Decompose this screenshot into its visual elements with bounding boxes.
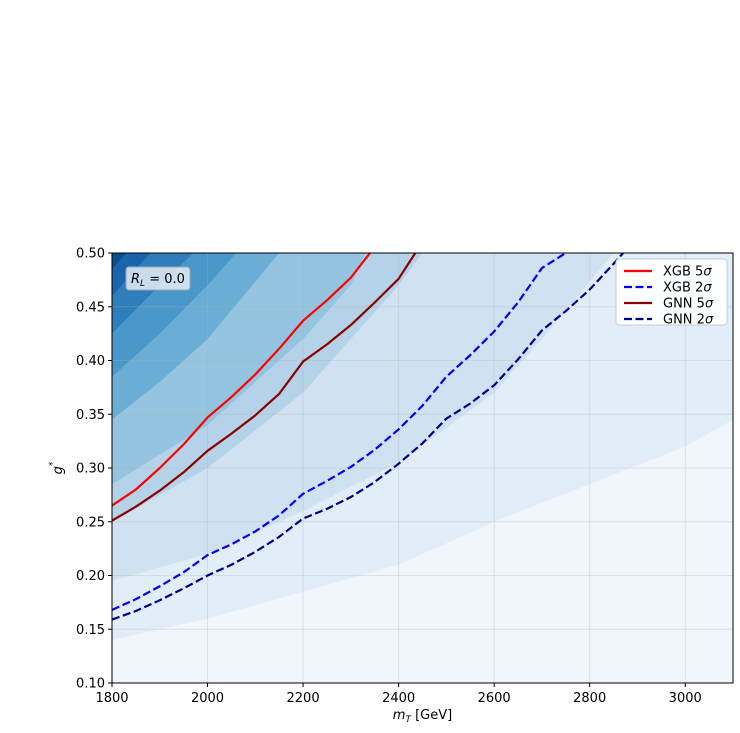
y-tick-label: 0.10 bbox=[76, 677, 105, 692]
y-tick-label: 0.20 bbox=[76, 569, 105, 584]
legend-entry: GNN 5σ bbox=[624, 297, 714, 312]
y-axis-label: g* bbox=[48, 461, 66, 474]
x-tick-label: 3000 bbox=[669, 691, 702, 706]
y-tick-label: 0.30 bbox=[76, 462, 105, 477]
y-tick-label: 0.45 bbox=[76, 300, 105, 315]
grid bbox=[112, 253, 733, 683]
y-tick-label: 0.40 bbox=[76, 354, 105, 369]
contour-band-9 bbox=[112, 253, 127, 270]
series-line-3 bbox=[112, 253, 417, 522]
y-tick-label: 0.35 bbox=[76, 408, 105, 423]
series-line-1 bbox=[112, 253, 371, 507]
legend-entry: XGB 5σ bbox=[624, 265, 712, 280]
legend-entry: XGB 2σ bbox=[624, 281, 712, 296]
series-line-4 bbox=[112, 253, 624, 621]
x-tick-label: 2600 bbox=[478, 691, 511, 706]
x-tick-label: 2000 bbox=[191, 691, 224, 706]
series-line-2 bbox=[112, 253, 567, 611]
y-tick-label: 0.25 bbox=[76, 515, 105, 530]
annotation-box: RL = 0.0 bbox=[125, 266, 191, 291]
legend-label: GNN 2σ bbox=[663, 313, 714, 328]
x-tick-label: 2800 bbox=[573, 691, 606, 706]
legend-label: XGB 2σ bbox=[663, 281, 712, 296]
contour-band-8 bbox=[112, 253, 151, 296]
y-axis-ticks: 0.10 0.15 0.20 0.25 0.30 0.35 0.40 0.45 0.50 bbox=[76, 247, 112, 692]
annotation-text: RL = 0.0 bbox=[131, 272, 185, 289]
x-tick-label: 2200 bbox=[287, 691, 320, 706]
legend-label: XGB 5σ bbox=[663, 265, 712, 280]
y-tick-label: 0.50 bbox=[76, 247, 105, 262]
x-tick-label: 1800 bbox=[95, 691, 128, 706]
legend-entry: GNN 2σ bbox=[624, 313, 714, 328]
x-axis-label: mT [GeV] bbox=[393, 708, 452, 725]
x-axis-ticks: 1800 2000 2200 2400 2600 2800 3000 bbox=[95, 683, 702, 706]
y-tick-label: 0.15 bbox=[76, 623, 105, 638]
legend-label: GNN 5σ bbox=[663, 297, 714, 312]
series-lines bbox=[112, 253, 624, 621]
x-tick-label: 2400 bbox=[382, 691, 415, 706]
